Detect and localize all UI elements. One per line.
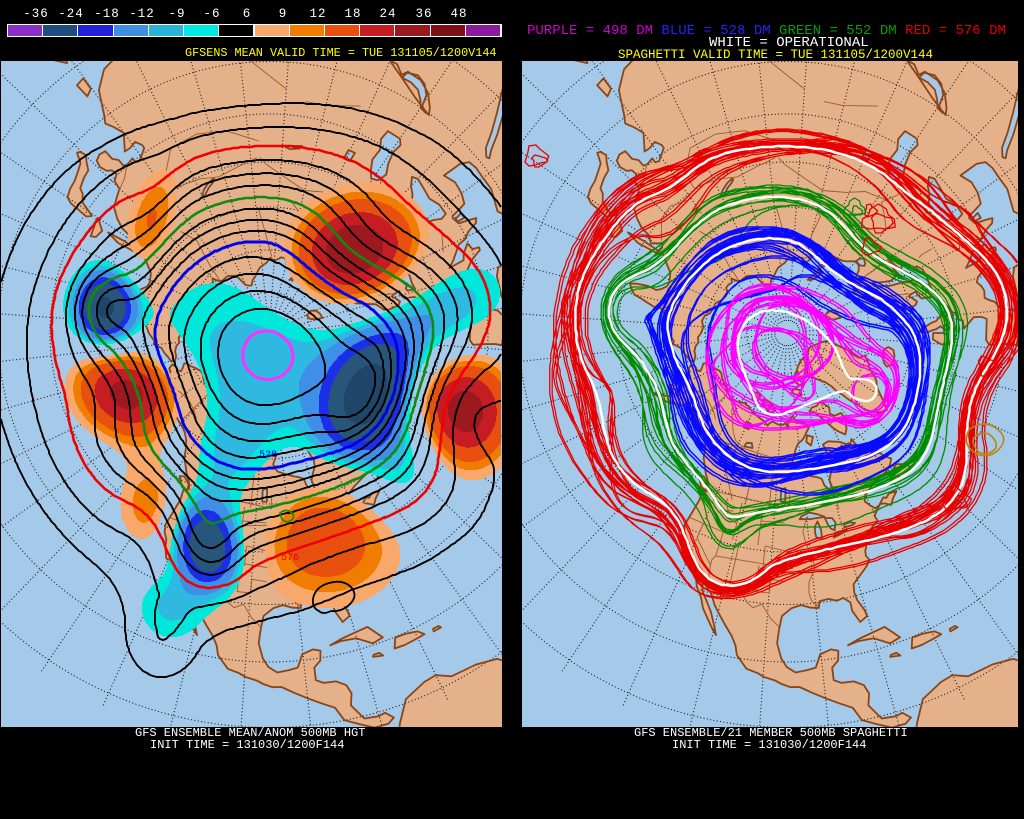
svg-text:576: 576 — [281, 553, 299, 564]
svg-text:528: 528 — [259, 450, 277, 461]
